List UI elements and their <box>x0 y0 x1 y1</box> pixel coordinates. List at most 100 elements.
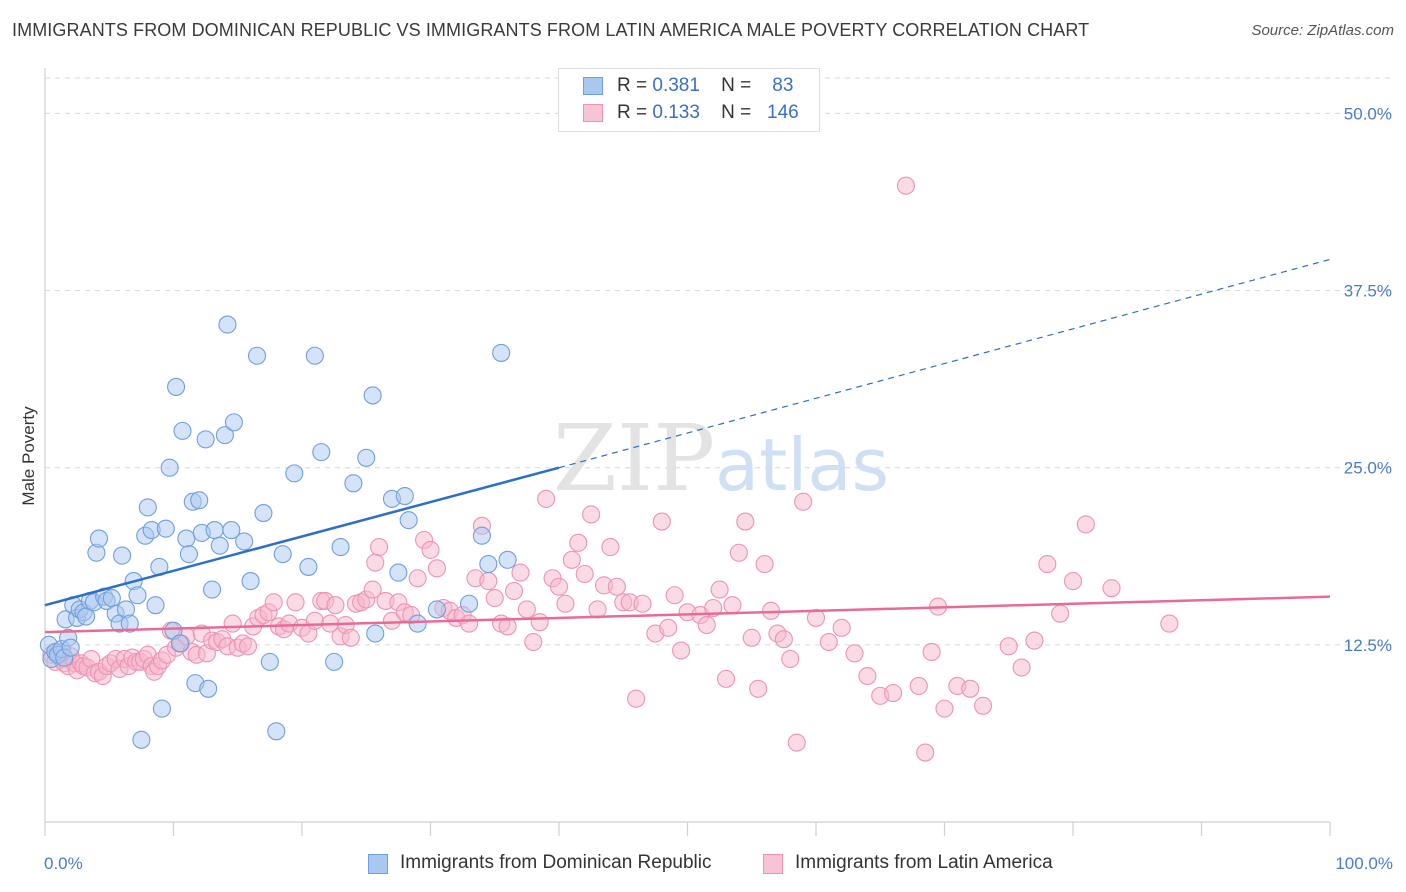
point-latin-america <box>601 538 620 557</box>
point-dominican-republic <box>366 624 385 643</box>
point-latin-america <box>562 550 581 569</box>
series-legend: Immigrants from Dominican Republic Immig… <box>0 852 1406 878</box>
point-latin-america <box>305 611 324 630</box>
point-latin-america <box>794 492 813 511</box>
trend-line-dominican-republic-extension <box>558 258 1331 469</box>
point-latin-america <box>459 614 479 633</box>
point-dominican-republic <box>389 563 408 582</box>
point-latin-america <box>504 581 524 601</box>
point-latin-america <box>607 577 626 596</box>
y-axis-label: Male Poverty <box>19 406 38 506</box>
point-latin-america <box>909 676 928 696</box>
point-latin-america <box>627 689 646 708</box>
x-tick-label: 100.0% <box>1335 854 1393 873</box>
point-latin-america <box>787 733 806 752</box>
grid-lines <box>45 77 1392 646</box>
point-latin-america <box>633 594 652 613</box>
point-dominican-republic <box>160 458 179 477</box>
point-dominican-republic <box>224 413 243 432</box>
point-latin-america <box>382 611 402 630</box>
point-latin-america <box>1012 658 1031 677</box>
legend-swatch-pink <box>763 854 783 874</box>
point-latin-america <box>479 572 498 591</box>
point-dominican-republic <box>218 315 237 334</box>
point-dominican-republic <box>146 596 165 615</box>
point-dominican-republic <box>222 521 241 540</box>
point-dominican-republic <box>267 722 286 741</box>
point-latin-america <box>742 628 761 647</box>
y-tick-label: 25.0% <box>1344 459 1392 478</box>
point-dominican-republic <box>61 638 80 657</box>
point-latin-america <box>729 543 748 562</box>
point-latin-america <box>286 593 305 612</box>
watermark: ZIP atlas <box>553 405 889 512</box>
point-dominican-republic <box>331 538 350 557</box>
point-latin-america <box>1051 604 1070 623</box>
point-dominican-republic <box>167 377 186 396</box>
point-latin-america <box>916 743 935 762</box>
point-dominican-republic <box>138 498 157 517</box>
stats-legend: R = 0.381 N = 83 R = 0.133 N = 146 <box>558 68 820 132</box>
point-latin-america <box>665 586 684 605</box>
point-latin-america <box>999 637 1018 656</box>
point-dominican-republic <box>190 491 209 510</box>
point-latin-america <box>973 696 993 715</box>
point-latin-america <box>652 512 671 531</box>
point-dominican-republic <box>285 464 304 483</box>
point-latin-america <box>427 559 446 578</box>
point-latin-america <box>1063 572 1083 591</box>
point-latin-america <box>819 632 838 652</box>
chart-title: IMMIGRANTS FROM DOMINICAN REPUBLIC VS IM… <box>12 20 1090 40</box>
point-latin-america <box>575 564 594 584</box>
point-dominican-republic <box>498 550 517 569</box>
point-dominican-republic <box>156 519 175 538</box>
source-label: Source: ZipAtlas.com <box>1251 22 1394 39</box>
point-latin-america <box>845 644 864 663</box>
point-latin-america <box>326 596 345 615</box>
y-tick-label: 12.5% <box>1344 636 1392 655</box>
point-latin-america <box>961 679 980 698</box>
point-latin-america <box>421 540 440 559</box>
point-latin-america <box>530 613 549 632</box>
point-latin-america <box>582 505 601 524</box>
point-latin-america <box>884 683 903 703</box>
point-latin-america <box>896 176 916 195</box>
point-dominican-republic <box>203 580 222 599</box>
stats-n-label: N = <box>721 102 752 123</box>
point-dominican-republic <box>408 614 427 633</box>
stats-n-value: 83 <box>772 75 794 96</box>
stats-swatch-pink <box>583 104 603 122</box>
stats-r-value: 0.133 <box>652 102 700 123</box>
point-dominican-republic <box>113 546 132 565</box>
stats-n-value: 146 <box>767 102 799 123</box>
point-latin-america <box>366 553 385 572</box>
point-latin-america <box>223 614 242 633</box>
point-dominican-republic <box>312 443 331 462</box>
point-dominican-republic <box>247 346 267 365</box>
watermark-zip: ZIP <box>553 405 715 512</box>
series-latin-america-points <box>42 176 1179 762</box>
point-dominican-republic <box>399 511 418 530</box>
stats-r-label: R = <box>617 102 648 123</box>
point-latin-america <box>935 699 954 718</box>
point-latin-america <box>569 533 588 552</box>
point-dominican-republic <box>210 536 229 555</box>
point-dominican-republic <box>173 421 192 440</box>
point-latin-america <box>1038 555 1057 574</box>
point-dominican-republic <box>152 699 171 718</box>
point-latin-america <box>659 618 678 637</box>
legend-label-latin-america: Immigrants from Latin America <box>795 852 1053 873</box>
point-dominican-republic <box>344 474 363 493</box>
point-latin-america <box>1076 515 1095 534</box>
point-dominican-republic <box>196 430 215 449</box>
point-latin-america <box>341 628 360 647</box>
point-dominican-republic <box>215 426 234 445</box>
point-dominican-republic <box>205 521 224 540</box>
point-latin-america <box>537 489 556 508</box>
trend-line-dominican-republic <box>44 466 560 607</box>
point-latin-america <box>710 580 729 599</box>
point-latin-america <box>697 615 716 635</box>
point-latin-america <box>370 538 389 557</box>
y-tick-label: 50.0% <box>1344 104 1392 123</box>
